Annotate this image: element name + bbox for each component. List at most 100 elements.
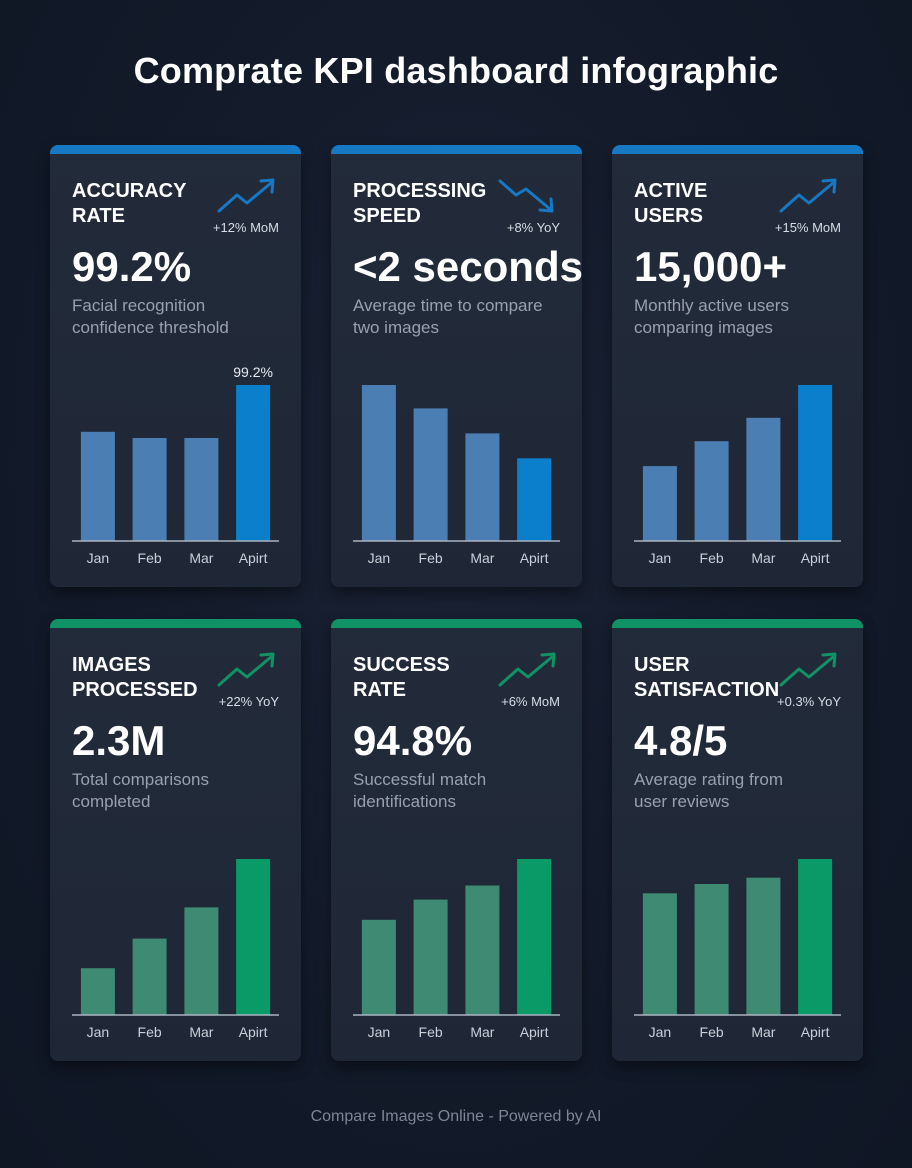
trend-down-icon xyxy=(498,179,554,213)
kpi-title-line: ACCURACY xyxy=(72,180,187,202)
kpi-card: PROCESSING SPEED +8% YoY <2 seconds Average … xyxy=(331,145,582,587)
kpi-description-line: confidence threshold xyxy=(72,318,229,337)
kpi-description-line: identifications xyxy=(353,792,457,811)
trend-up-icon xyxy=(498,652,556,687)
kpi-grid: ACCURACY RATE +12% MoM 99.2% Facial recognit… xyxy=(50,145,863,1067)
kpi-title-line: PROCESSING xyxy=(353,180,487,202)
bar-data-label: 99.2% xyxy=(233,364,273,380)
x-tick-label: Jan xyxy=(368,1024,391,1040)
trend-up-icon xyxy=(217,178,275,213)
bar-mar xyxy=(746,877,781,1015)
x-tick-label: Apirt xyxy=(239,550,268,566)
card-accent-bar xyxy=(50,145,301,154)
bar-chart: Jan Feb Mar Apirt xyxy=(353,385,560,566)
kpi-card: SUCCESS RATE +6% MoM 94.8% Successful match i… xyxy=(331,619,582,1061)
bar-jan xyxy=(80,431,115,541)
bar-apr xyxy=(798,385,833,541)
x-tick-label: Apirt xyxy=(239,1024,268,1040)
trend-indicator: +22% YoY xyxy=(199,651,279,711)
trend-indicator: +15% MoM xyxy=(761,177,841,237)
bar-feb xyxy=(132,438,167,541)
footer-credit: Compare Images Online - Powered by AI xyxy=(310,1108,602,1125)
kpi-description-line: Successful match xyxy=(353,770,487,789)
trend-label: +6% MoM xyxy=(501,694,560,709)
card-accent-bar xyxy=(331,619,582,628)
page-title: Comprate KPI dashboard infographic xyxy=(133,50,779,91)
bar-mar xyxy=(465,885,500,1015)
bar-feb xyxy=(694,441,729,541)
bar-jan xyxy=(642,466,677,541)
kpi-title: ACCURACY RATE xyxy=(72,179,222,229)
trend-up-icon xyxy=(217,652,275,687)
card-accent-bar xyxy=(612,619,863,628)
kpi-description-line: Facial recognition xyxy=(72,296,206,315)
kpi-description: Total comparisons completed xyxy=(72,769,282,813)
kpi-card: USER SATISFACTION +0.3% YoY 4.8/5 Average ra… xyxy=(612,619,863,1061)
kpi-card: ACCURACY RATE +12% MoM 99.2% Facial recognit… xyxy=(50,145,301,587)
kpi-description: Monthly active users comparing images xyxy=(634,295,844,339)
kpi-description-line: Total comparisons xyxy=(72,770,210,789)
kpi-description-line: comparing images xyxy=(634,318,773,337)
bar-chart: Jan Feb Mar Apirt xyxy=(72,859,279,1040)
bar-mar xyxy=(465,433,500,541)
kpi-description-line: Average rating from xyxy=(634,770,783,789)
x-tick-label: Feb xyxy=(700,1024,724,1040)
trend-label: +12% MoM xyxy=(212,220,279,235)
trend-up-icon xyxy=(779,652,837,687)
kpi-description-line: two images xyxy=(353,318,439,337)
x-tick-label: Apirt xyxy=(801,550,830,566)
x-tick-label: Mar xyxy=(751,550,775,566)
x-tick-label: Mar xyxy=(189,550,213,566)
bar-jan xyxy=(361,919,396,1015)
bar-chart: Jan Feb Mar Apirt xyxy=(634,385,841,566)
bar-apr xyxy=(517,458,552,541)
kpi-title-line: USER xyxy=(634,654,690,676)
kpi-card: IMAGES PROCESSED +22% YoY 2.3M Total compari… xyxy=(50,619,301,1061)
bar-apr xyxy=(236,859,271,1015)
x-tick-label: Feb xyxy=(138,550,162,566)
kpi-title: PROCESSING SPEED xyxy=(353,179,503,229)
kpi-value: 2.3M xyxy=(72,717,166,764)
bar-mar xyxy=(746,417,781,541)
bar-feb xyxy=(413,408,448,541)
kpi-title-line: RATE xyxy=(353,679,406,701)
bar-chart: Jan Feb Mar Apirt xyxy=(634,859,841,1040)
kpi-value: 94.8% xyxy=(353,717,473,764)
card-accent-bar xyxy=(331,145,582,154)
kpi-value: 99.2% xyxy=(72,243,192,290)
kpi-title-line: PROCESSED xyxy=(72,679,198,701)
kpi-description-line: user reviews xyxy=(634,792,730,811)
trend-indicator: +8% YoY xyxy=(480,177,560,237)
bar-feb xyxy=(413,899,448,1015)
bar-apr xyxy=(236,385,271,541)
x-tick-label: Apirt xyxy=(801,1024,830,1040)
kpi-title-line: SATISFACTION xyxy=(634,679,780,701)
kpi-title-line: ACTIVE xyxy=(634,180,708,202)
x-tick-label: Mar xyxy=(470,550,494,566)
x-tick-label: Feb xyxy=(700,550,724,566)
trend-indicator: +12% MoM xyxy=(199,177,279,237)
x-tick-label: Jan xyxy=(649,550,672,566)
card-accent-bar xyxy=(50,619,301,628)
trend-label: +22% YoY xyxy=(218,694,279,709)
kpi-title-line: IMAGES xyxy=(72,654,151,676)
bar-chart: Jan Feb Mar Apirt 99.2% xyxy=(72,364,279,566)
trend-label: +0.3% YoY xyxy=(777,694,841,709)
kpi-description: Facial recognition confidence threshold xyxy=(72,295,282,339)
kpi-title: ACTIVE USERS xyxy=(634,179,784,229)
trend-label: +15% MoM xyxy=(774,220,841,235)
bar-mar xyxy=(184,907,219,1015)
x-tick-label: Jan xyxy=(87,1024,110,1040)
card-accent-bar xyxy=(612,145,863,154)
kpi-description-line: completed xyxy=(72,792,151,811)
x-tick-label: Feb xyxy=(419,1024,443,1040)
kpi-value: 4.8/5 xyxy=(634,717,728,764)
trend-label: +8% YoY xyxy=(506,220,560,235)
kpi-value: 15,000+ xyxy=(634,243,787,290)
trend-up-icon xyxy=(779,178,837,213)
x-tick-label: Jan xyxy=(87,550,110,566)
kpi-title: USER SATISFACTION xyxy=(634,653,784,703)
kpi-description-line: Average time to compare xyxy=(353,296,543,315)
kpi-value: <2 seconds xyxy=(353,243,582,290)
trend-indicator: +0.3% YoY xyxy=(761,651,841,711)
